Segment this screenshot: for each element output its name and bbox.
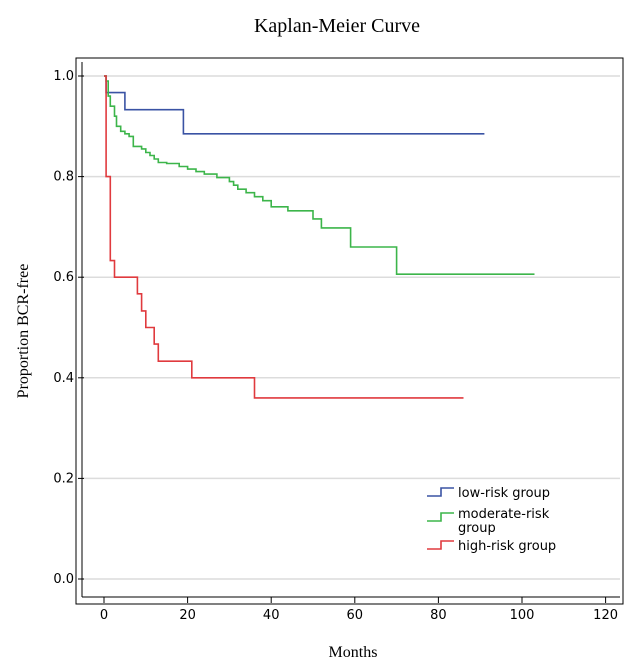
legend-swatch-2 [427,540,454,550]
y-tick-label-4: 0.8 [53,170,74,185]
legend-label-1: moderate-risk group [458,507,550,536]
y-tick-label-1: 0.2 [53,471,74,486]
series-line-2 [104,75,464,399]
chart-title: Kaplan-Meier Curve [254,15,420,37]
x-tick-label-4: 80 [430,608,447,623]
legend-swatch-1 [427,512,454,522]
x-tick-label-3: 60 [347,608,364,623]
legend-label-line: moderate-risk [458,507,550,522]
y-tick-label-2: 0.4 [53,371,74,386]
legend-swatch-0 [427,487,454,497]
x-tick-label-5: 100 [510,608,535,623]
y-tick-label-3: 0.6 [53,270,74,285]
legend: low-risk group moderate-risk group high-ris… [427,486,556,554]
legend-label-0: low-risk group [458,486,550,501]
series-line-0 [104,75,485,135]
axes: 0.0 0.2 0.4 0.6 0.8 1.0 0 20 40 60 80 100 120 [53,62,620,623]
y-tick-label-0: 0.0 [53,572,74,587]
legend-label-2: high-risk group [458,539,556,554]
gridlines [82,75,620,580]
x-axis-label: Months [329,644,378,661]
x-tick-label-1: 20 [179,608,196,623]
series-group [104,75,535,399]
x-tick-label-0: 0 [100,608,108,623]
series-line-1 [104,75,535,275]
x-tick-label-6: 120 [593,608,618,623]
y-axis-label: Proportion BCR-free [15,264,32,399]
y-tick-label-5: 1.0 [53,69,74,84]
plot-frame [75,57,624,605]
legend-label-line: group [458,521,496,536]
x-tick-label-2: 40 [263,608,280,623]
